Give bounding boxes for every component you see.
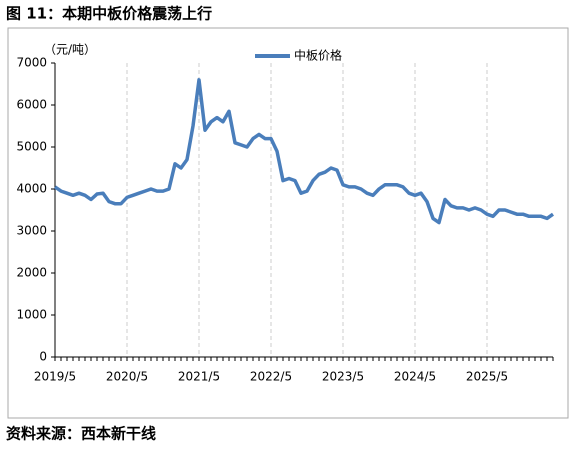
x-tick-label: 2020/5 [106,370,148,384]
frame [7,27,569,419]
y-tick-label: 3000 [16,224,47,238]
source: 资料来源：西本新干线 [6,425,156,443]
legend-label: 中板价格 [294,48,342,63]
y-tick-label: 1000 [16,308,47,322]
x-tick-label: 2024/5 [394,370,436,384]
y-tick-label: 7000 [16,56,47,70]
data-line [53,78,555,225]
y-tick-label: 2000 [16,266,47,280]
y-tick-label: 6000 [16,98,47,112]
x-tick-label: 2021/5 [178,370,220,384]
x-tick-label: 2019/5 [34,370,76,384]
x-tick-label: 2022/5 [250,370,292,384]
x-tick-label: 2023/5 [322,370,364,384]
y-tick-label: 5000 [16,140,47,154]
x-tick-label: 2025/5 [466,370,508,384]
y-axis-label: （元/吨） [44,43,96,57]
y-tick-label: 0 [39,350,47,364]
title: 图 11：本期中板价格震荡上行 [6,5,212,23]
y-tick-label: 4000 [16,182,47,196]
